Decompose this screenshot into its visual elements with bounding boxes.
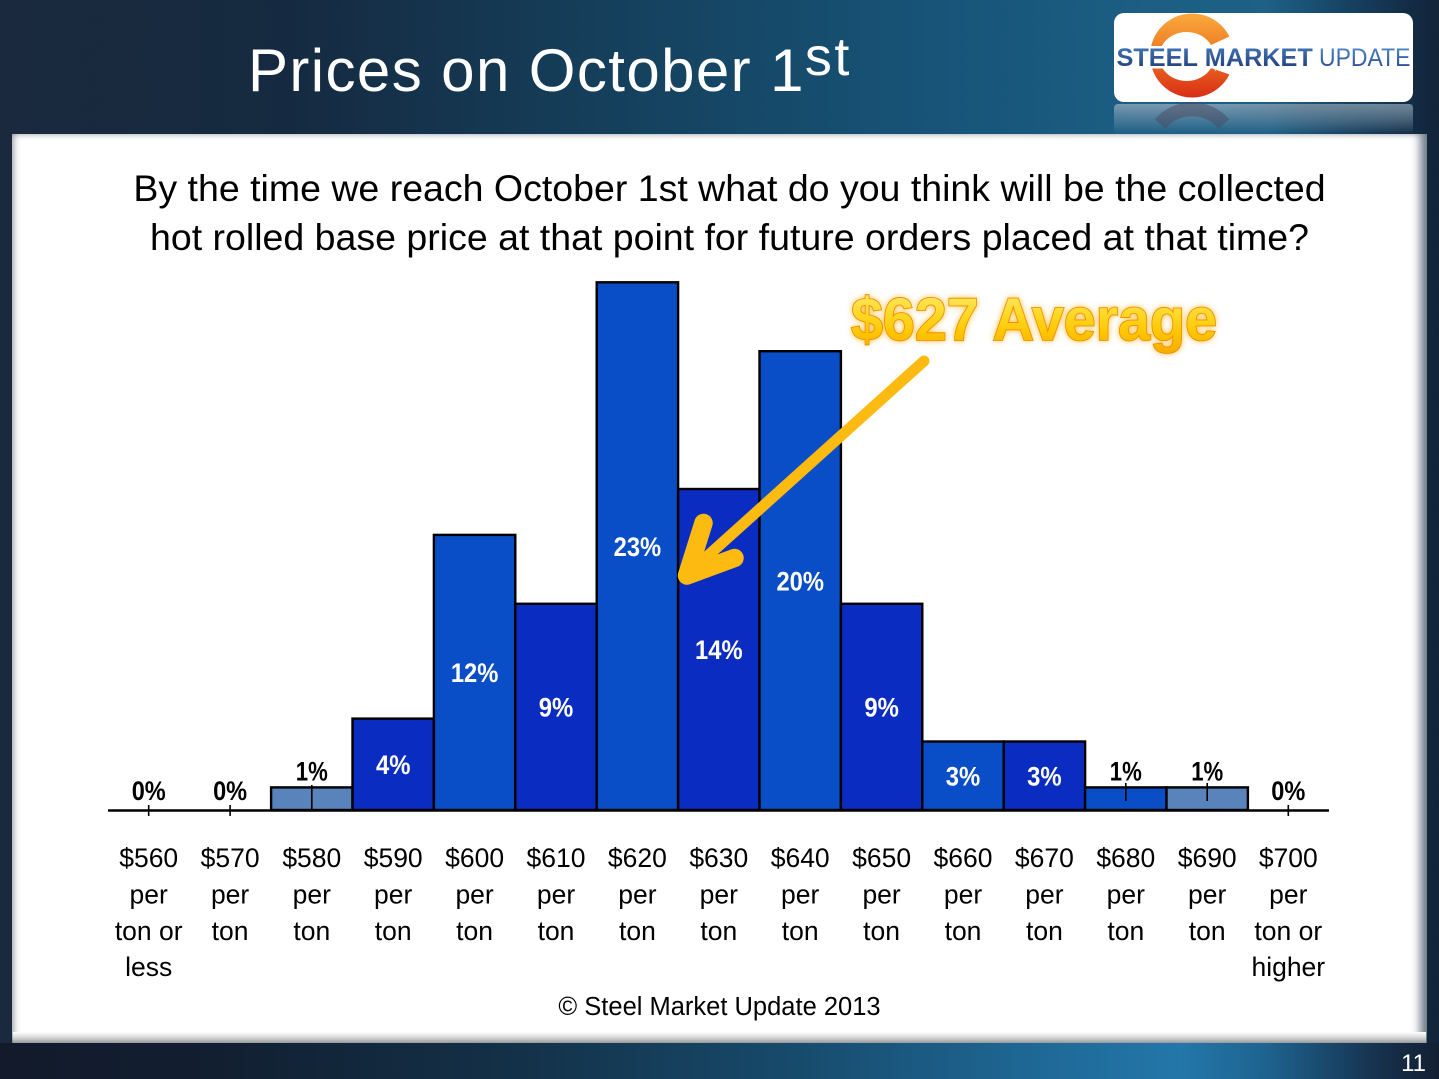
svg-text:MARKET: MARKET — [1205, 44, 1313, 72]
svg-text:UPDATE: UPDATE — [1319, 44, 1411, 72]
svg-text:20%: 20% — [776, 566, 824, 596]
svg-text:0%: 0% — [213, 776, 247, 806]
svg-text:3%: 3% — [946, 762, 981, 792]
svg-text:12%: 12% — [451, 658, 499, 688]
svg-text:$627 Average: $627 Average — [851, 286, 1217, 353]
svg-text:STEEL: STEEL — [1117, 44, 1199, 72]
svg-text:0%: 0% — [1271, 776, 1305, 806]
svg-text:$627 Average: $627 Average — [851, 286, 1217, 353]
svg-text:14%: 14% — [695, 635, 743, 665]
svg-text:1%: 1% — [1110, 757, 1142, 787]
svg-text:3%: 3% — [1027, 762, 1062, 792]
svg-text:9%: 9% — [539, 693, 574, 723]
svg-text:1%: 1% — [1191, 757, 1223, 787]
svg-text:9%: 9% — [864, 693, 899, 723]
svg-text:23%: 23% — [614, 532, 662, 562]
svg-text:1%: 1% — [296, 757, 328, 787]
svg-text:0%: 0% — [132, 776, 166, 806]
svg-text:4%: 4% — [376, 750, 411, 780]
